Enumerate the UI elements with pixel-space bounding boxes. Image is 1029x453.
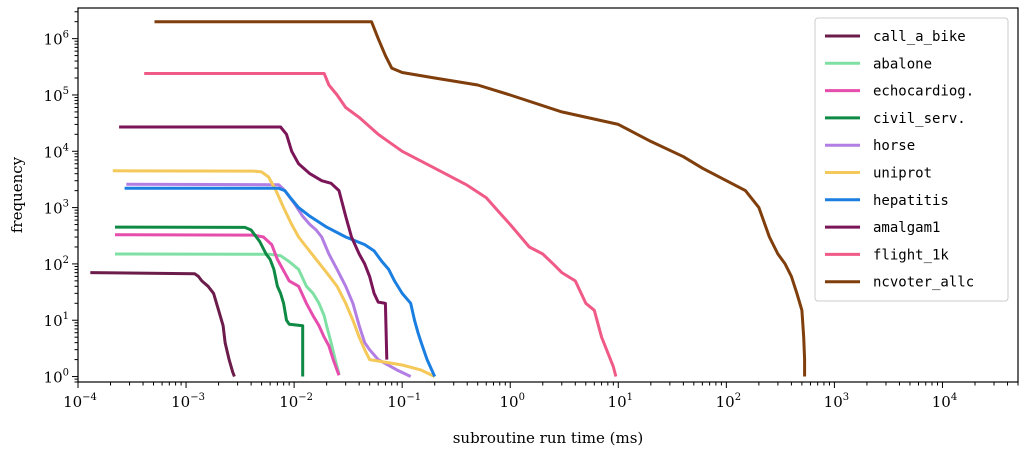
- y-tick-label: 100: [44, 368, 69, 387]
- series-line-flight-1k: [144, 72, 618, 377]
- x-tick-label: 10−1: [387, 392, 421, 411]
- y-tick-label: 106: [44, 30, 69, 49]
- series-lines: [90, 20, 807, 378]
- x-tick-label: 102: [716, 392, 741, 411]
- series-line-horse: [126, 182, 412, 378]
- x-tick-label: 100: [500, 392, 525, 411]
- x-axis-title: subroutine run time (ms): [453, 429, 644, 447]
- legend-label-hepatitis: hepatitis: [873, 193, 949, 209]
- series-line-ncvoter-allc: [154, 20, 807, 377]
- legend-label-uniprot: uniprot: [873, 166, 932, 182]
- legend-label-echocardiog: echocardiog.: [873, 84, 974, 100]
- x-tick-label: 10−4: [63, 392, 97, 411]
- legend-label-horse: horse: [873, 138, 915, 154]
- legend-box: [814, 17, 1009, 302]
- series-line-call-a-bike: [90, 271, 236, 378]
- series-line-abalone: [114, 252, 341, 375]
- legend-label-amalgam1: amalgam1: [873, 220, 940, 236]
- legend-label-call-a-bike: call_a_bike: [873, 29, 966, 45]
- series-line-hepatitis: [124, 186, 437, 378]
- x-tick-label: 101: [608, 392, 633, 411]
- x-tick-label: 103: [824, 392, 849, 411]
- series-line-uniprot: [112, 169, 436, 378]
- y-tick-label: 104: [44, 142, 69, 161]
- y-tick-label: 105: [44, 86, 69, 105]
- x-tick-label: 104: [932, 392, 957, 411]
- plot-frame: [77, 7, 1019, 383]
- legend-label-ncvoter-allc: ncvoter_allc: [873, 275, 974, 291]
- y-tick-label: 103: [44, 199, 69, 218]
- y-tick-label: 101: [44, 311, 69, 330]
- legend-label-abalone: abalone: [873, 56, 932, 72]
- legend-label-civil-serv: civil_serv.: [873, 111, 966, 127]
- y-axis-title: frequency: [8, 156, 26, 233]
- series-line-echocardiog: [114, 233, 341, 376]
- series-line-amalgam1: [119, 125, 389, 360]
- x-tick-label: 10−3: [171, 392, 205, 411]
- legend-label-flight-1k: flight_1k: [873, 247, 949, 263]
- x-tick-label: 10−2: [279, 392, 313, 411]
- y-tick-label: 102: [44, 255, 69, 274]
- series-line-civil-serv: [114, 225, 305, 377]
